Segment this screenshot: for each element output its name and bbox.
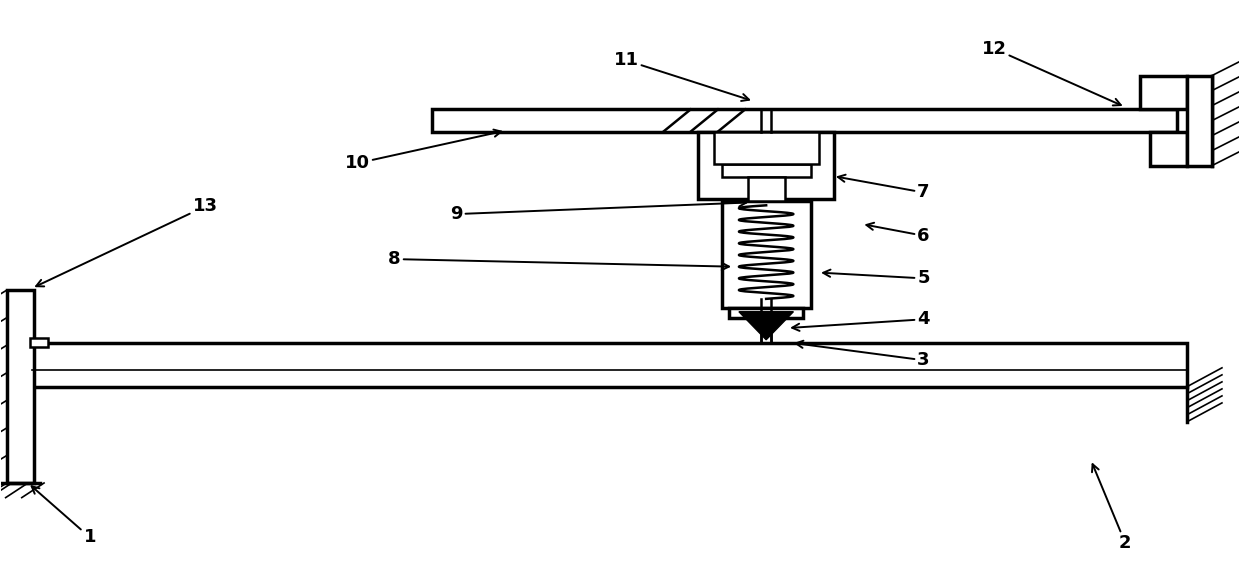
Bar xyxy=(1187,76,1211,166)
Text: 8: 8 xyxy=(388,250,729,270)
Text: 7: 7 xyxy=(838,175,930,202)
Text: 11: 11 xyxy=(614,52,749,101)
Text: 10: 10 xyxy=(345,130,501,172)
Text: 4: 4 xyxy=(792,311,930,331)
Bar xyxy=(31,338,48,347)
Text: 13: 13 xyxy=(36,197,217,287)
Text: 12: 12 xyxy=(982,40,1121,105)
Bar xyxy=(432,110,1177,132)
Bar xyxy=(32,343,1187,387)
Text: 5: 5 xyxy=(823,270,930,287)
Bar xyxy=(7,290,35,483)
Bar xyxy=(729,308,804,318)
Bar xyxy=(713,132,818,165)
Text: 6: 6 xyxy=(867,223,930,245)
Text: 2: 2 xyxy=(1092,464,1132,552)
Text: 9: 9 xyxy=(450,199,746,223)
Bar xyxy=(698,132,835,199)
Text: 3: 3 xyxy=(796,340,930,369)
Bar xyxy=(1151,132,1187,166)
Polygon shape xyxy=(739,312,794,340)
Text: 1: 1 xyxy=(32,486,97,546)
Bar xyxy=(722,200,811,308)
Bar xyxy=(722,165,811,177)
Bar xyxy=(1141,76,1187,110)
Bar xyxy=(748,177,785,200)
